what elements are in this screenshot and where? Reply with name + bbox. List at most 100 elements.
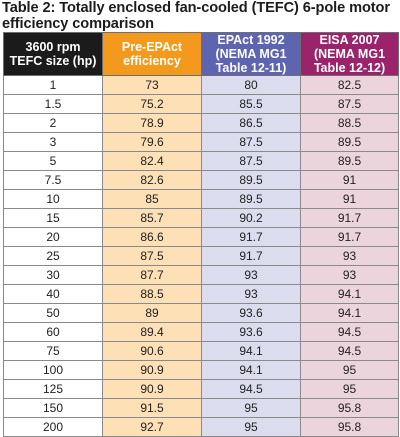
cell-eisa-2007: 82.5 xyxy=(300,75,399,95)
cell-tefc-size: 60 xyxy=(3,322,103,342)
cell-eisa-2007: 94.1 xyxy=(300,284,399,304)
cell-epact-1992: 94.1 xyxy=(201,360,301,380)
cell-epact-1992: 85.5 xyxy=(201,94,301,114)
header-line: efficiency xyxy=(123,54,181,68)
table-row: 10 85 89.5 91 xyxy=(3,189,399,209)
table-row: 100 90.9 94.1 95 xyxy=(3,360,399,380)
header-line: TEFC size (hp) xyxy=(9,54,97,68)
cell-tefc-size: 30 xyxy=(3,265,103,285)
cell-eisa-2007: 93 xyxy=(300,246,399,266)
cell-pre-epact: 90.9 xyxy=(102,360,202,380)
cell-eisa-2007: 94.5 xyxy=(300,341,399,361)
cell-eisa-2007: 95.8 xyxy=(300,417,399,437)
cell-epact-1992: 91.7 xyxy=(201,227,301,247)
cell-epact-1992: 90.2 xyxy=(201,208,301,228)
cell-eisa-2007: 94.5 xyxy=(300,322,399,342)
table-row: 75 90.6 94.1 94.5 xyxy=(3,341,399,361)
cell-eisa-2007: 93 xyxy=(300,265,399,285)
cell-epact-1992: 93 xyxy=(201,265,301,285)
cell-pre-epact: 90.6 xyxy=(102,341,202,361)
cell-eisa-2007: 91 xyxy=(300,170,399,190)
table-row: 1.5 75.2 85.5 87.5 xyxy=(3,94,399,114)
cell-pre-epact: 88.5 xyxy=(102,284,202,304)
header-line: 3600 rpm xyxy=(25,40,81,54)
cell-eisa-2007: 87.5 xyxy=(300,94,399,114)
header-line: Table 12-12) xyxy=(313,61,386,75)
table-row: 50 89 93.6 94.1 xyxy=(3,303,399,323)
cell-tefc-size: 2 xyxy=(3,113,103,133)
header-pre-epact: Pre-EPAct efficiency xyxy=(102,32,202,76)
cell-epact-1992: 95 xyxy=(201,417,301,437)
table-row: 30 87.7 93 93 xyxy=(3,265,399,285)
header-line: EPAct 1992 xyxy=(217,33,285,47)
header-tefc-size: 3600 rpm TEFC size (hp) xyxy=(3,32,103,76)
cell-tefc-size: 5 xyxy=(3,151,103,171)
cell-pre-epact: 75.2 xyxy=(102,94,202,114)
cell-eisa-2007: 95.8 xyxy=(300,398,399,418)
cell-tefc-size: 15 xyxy=(3,208,103,228)
cell-pre-epact: 90.9 xyxy=(102,379,202,399)
table-row: 60 89.4 93.6 94.5 xyxy=(3,322,399,342)
cell-eisa-2007: 95 xyxy=(300,360,399,380)
header-row: 3600 rpm TEFC size (hp) Pre-EPAct effici… xyxy=(3,32,399,76)
cell-pre-epact: 91.5 xyxy=(102,398,202,418)
cell-pre-epact: 89 xyxy=(102,303,202,323)
cell-epact-1992: 89.5 xyxy=(201,170,301,190)
header-line: Pre-EPAct xyxy=(121,40,183,54)
table-row: 15 85.7 90.2 91.7 xyxy=(3,208,399,228)
cell-eisa-2007: 91 xyxy=(300,189,399,209)
table-title: Table 2: Totally enclosed fan-cooled (TE… xyxy=(2,0,390,32)
table-row: 7.5 82.6 89.5 91 xyxy=(3,170,399,190)
cell-tefc-size: 75 xyxy=(3,341,103,361)
cell-pre-epact: 87.7 xyxy=(102,265,202,285)
header-epact-1992: EPAct 1992 (NEMA MG1 Table 12-11) xyxy=(201,32,301,76)
cell-pre-epact: 92.7 xyxy=(102,417,202,437)
table-row: 150 91.5 95 95.8 xyxy=(3,398,399,418)
cell-tefc-size: 150 xyxy=(3,398,103,418)
cell-pre-epact: 85.7 xyxy=(102,208,202,228)
cell-epact-1992: 93 xyxy=(201,284,301,304)
cell-epact-1992: 93.6 xyxy=(201,303,301,323)
cell-pre-epact: 87.5 xyxy=(102,246,202,266)
cell-pre-epact: 78.9 xyxy=(102,113,202,133)
cell-epact-1992: 94.5 xyxy=(201,379,301,399)
header-line: (NEMA MG1 xyxy=(215,47,287,61)
cell-tefc-size: 125 xyxy=(3,379,103,399)
table-row: 125 90.9 94.5 95 xyxy=(3,379,399,399)
cell-epact-1992: 95 xyxy=(201,398,301,418)
table-row: 5 82.4 87.5 89.5 xyxy=(3,151,399,171)
cell-epact-1992: 93.6 xyxy=(201,322,301,342)
cell-tefc-size: 25 xyxy=(3,246,103,266)
header-line: (NEMA MG1 xyxy=(313,47,386,61)
cell-epact-1992: 91.7 xyxy=(201,246,301,266)
cell-epact-1992: 87.5 xyxy=(201,151,301,171)
cell-tefc-size: 1 xyxy=(3,75,103,95)
cell-eisa-2007: 95 xyxy=(300,379,399,399)
efficiency-comparison-table: 3600 rpm TEFC size (hp) Pre-EPAct effici… xyxy=(3,32,399,437)
cell-eisa-2007: 89.5 xyxy=(300,132,399,152)
cell-tefc-size: 1.5 xyxy=(3,94,103,114)
cell-pre-epact: 85 xyxy=(102,189,202,209)
cell-pre-epact: 89.4 xyxy=(102,322,202,342)
table-row: 2 78.9 86.5 88.5 xyxy=(3,113,399,133)
cell-tefc-size: 40 xyxy=(3,284,103,304)
cell-epact-1992: 89.5 xyxy=(201,189,301,209)
cell-tefc-size: 3 xyxy=(3,132,103,152)
cell-eisa-2007: 94.1 xyxy=(300,303,399,323)
cell-pre-epact: 79.6 xyxy=(102,132,202,152)
cell-tefc-size: 20 xyxy=(3,227,103,247)
cell-pre-epact: 73 xyxy=(102,75,202,95)
cell-epact-1992: 86.5 xyxy=(201,113,301,133)
table-header: 3600 rpm TEFC size (hp) Pre-EPAct effici… xyxy=(3,32,399,76)
table-row: 200 92.7 95 95.8 xyxy=(3,417,399,437)
cell-eisa-2007: 89.5 xyxy=(300,151,399,171)
cell-tefc-size: 200 xyxy=(3,417,103,437)
cell-tefc-size: 50 xyxy=(3,303,103,323)
cell-epact-1992: 87.5 xyxy=(201,132,301,152)
header-eisa-2007: EISA 2007 (NEMA MG1 Table 12-12) xyxy=(300,32,399,76)
cell-eisa-2007: 88.5 xyxy=(300,113,399,133)
table-row: 25 87.5 91.7 93 xyxy=(3,246,399,266)
cell-pre-epact: 82.4 xyxy=(102,151,202,171)
table-row: 1 73 80 82.5 xyxy=(3,75,399,95)
cell-pre-epact: 86.6 xyxy=(102,227,202,247)
